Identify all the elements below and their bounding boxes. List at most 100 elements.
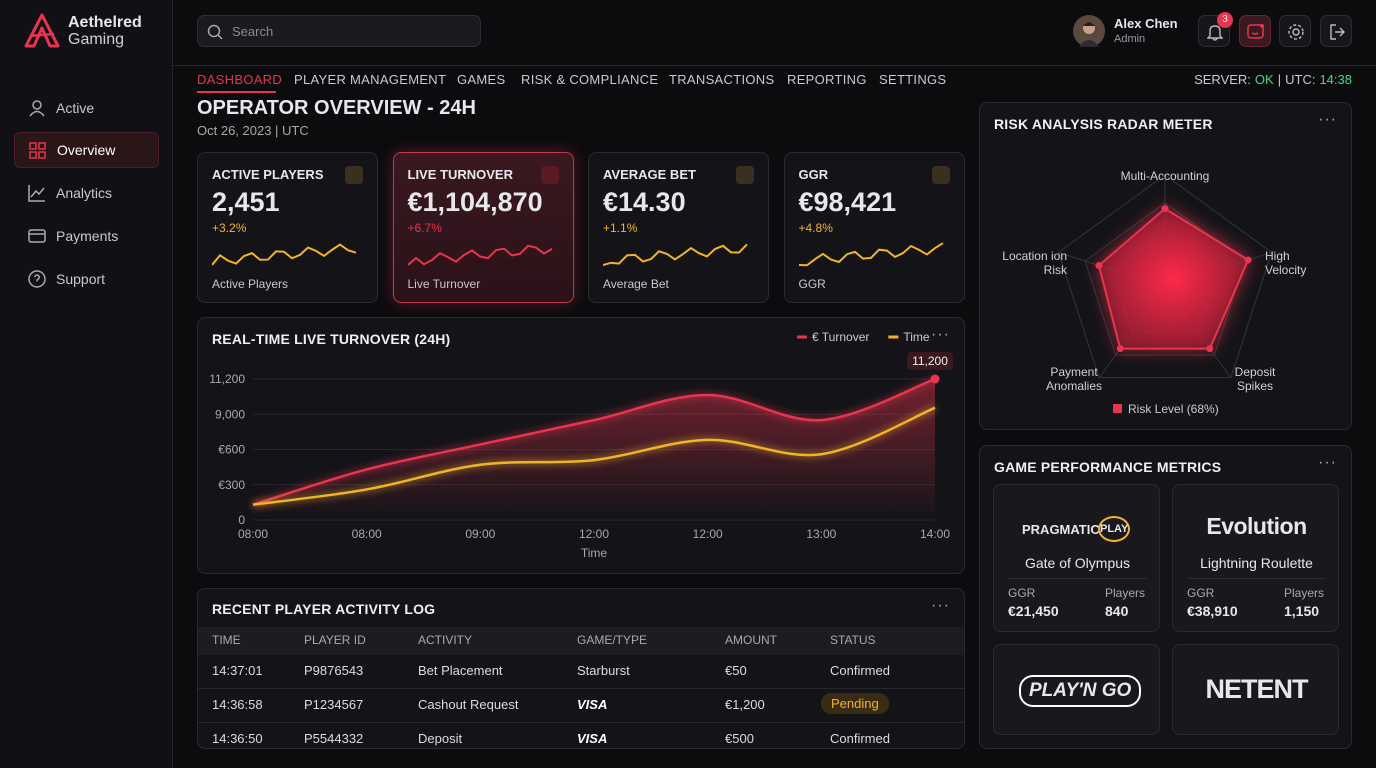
- x-tick-label: 12:00: [579, 527, 609, 541]
- ggr: €38,910: [1187, 603, 1238, 619]
- label: Analytics: [56, 185, 113, 201]
- nav-item[interactable]: DASHBOARD: [197, 72, 283, 87]
- x-tick-label: 12:00: [693, 527, 723, 541]
- legend-label: Time: [903, 330, 930, 344]
- table-header: [198, 627, 964, 655]
- divider: [173, 65, 1376, 66]
- side-active[interactable]: Active: [14, 90, 159, 126]
- nav-underline: [197, 91, 276, 93]
- menu[interactable]: ···: [1318, 111, 1337, 128]
- kpi-change: +6.7%: [407, 221, 442, 235]
- game-card[interactable]: PRAGMATIC PLAY Gate of Olympus GGR €21,4…: [993, 484, 1160, 632]
- row-divider: [198, 688, 964, 689]
- nav-item[interactable]: REPORTING: [787, 72, 867, 87]
- table-cell: Pending: [821, 693, 889, 714]
- label: Active: [56, 100, 95, 116]
- logo-text: PLAY'N GO: [1019, 675, 1142, 707]
- sparkline-path: [407, 244, 553, 266]
- kpi-icon: [345, 166, 363, 184]
- axis-label: High Velocity: [1265, 249, 1306, 277]
- series-line: [252, 377, 936, 506]
- y-tick-label: €300: [218, 478, 245, 492]
- panel-title: REAL-TIME LIVE TURNOVER (24H): [212, 331, 451, 347]
- notifications[interactable]: 3: [1198, 12, 1233, 47]
- brand-name: Aethelred: [68, 14, 142, 31]
- table-cell: P9876543: [304, 663, 364, 678]
- table-cell: VISA: [577, 731, 608, 746]
- kpi-label: Live Turnover: [407, 277, 481, 291]
- nav-item[interactable]: TRANSACTIONS: [669, 72, 775, 87]
- side-overview[interactable]: Overview: [14, 132, 159, 168]
- badge: 3: [1217, 12, 1233, 28]
- nav-item[interactable]: RISK & COMPLIANCE: [521, 72, 659, 87]
- column-header: STATUS: [830, 633, 876, 647]
- settings[interactable]: [1279, 15, 1311, 47]
- divider: [1187, 578, 1326, 579]
- legend-label: Risk Level (68%): [1128, 402, 1219, 416]
- provider: PRAGMATIC: [1022, 522, 1100, 537]
- kpi-icon: [931, 166, 950, 184]
- kpi-card: AVERAGE BET €14.30 +1.1% Average Bet: [588, 152, 769, 303]
- games-panel: GAME PERFORMANCE METRICS ··· PRAGMATIC P…: [979, 445, 1352, 749]
- alerts[interactable]: [1239, 15, 1271, 47]
- nav-item[interactable]: GAMES: [457, 72, 506, 87]
- table-cell: Cashout Request: [418, 697, 519, 712]
- avatar: [1073, 15, 1105, 47]
- menu[interactable]: ···: [931, 597, 950, 614]
- table-cell: Starburst: [577, 663, 630, 678]
- menu[interactable]: ···: [1318, 454, 1337, 471]
- legend-label: € Turnover: [812, 330, 869, 344]
- game-card[interactable]: Evolution Lightning Roulette GGR €38,910…: [1172, 484, 1339, 632]
- series-line: [252, 406, 936, 506]
- logout[interactable]: [1320, 15, 1352, 47]
- nav-item[interactable]: SETTINGS: [879, 72, 947, 87]
- user-role: Admin: [1114, 33, 1146, 45]
- row-divider: [198, 722, 964, 723]
- table-cell: P5544332: [304, 731, 364, 746]
- search-box[interactable]: Search: [197, 15, 481, 47]
- radar-point: [1116, 345, 1124, 353]
- side-payments[interactable]: Payments: [14, 218, 159, 254]
- side-analytics[interactable]: Analytics: [14, 175, 159, 211]
- table-cell: P1234567: [304, 697, 364, 712]
- label-bg: [907, 352, 953, 370]
- kpi-card: GGR €98,421 +4.8% GGR: [783, 152, 965, 303]
- x-tick-label: 08:00: [352, 527, 382, 541]
- kpi-label: GGR: [798, 277, 826, 291]
- ggr-label: GGR: [1008, 586, 1036, 600]
- kpi-title: LIVE TURNOVER: [407, 167, 513, 182]
- provider: Evolution: [1206, 513, 1307, 539]
- x-axis-label: Time: [581, 546, 608, 560]
- players-label: Players: [1284, 586, 1325, 600]
- kpi-title: AVERAGE BET: [603, 167, 696, 182]
- radar-point: [1095, 262, 1103, 270]
- provider-badge: PLAY: [1098, 516, 1130, 542]
- kpi-card: ACTIVE PLAYERS 2,451 +3.2% Active Players: [197, 152, 378, 303]
- players: 840: [1105, 603, 1129, 619]
- separator: |: [1277, 72, 1282, 87]
- menu[interactable]: ···: [931, 326, 950, 343]
- table-cell: Bet Placement: [418, 663, 503, 678]
- data-label: 11,200: [912, 354, 948, 368]
- label: Support: [56, 271, 106, 287]
- provider-logo[interactable]: NETENT: [1172, 644, 1339, 735]
- table-cell: 14:37:01: [212, 663, 263, 678]
- panel-title: RECENT PLAYER ACTIVITY LOG: [212, 601, 436, 617]
- radar-chart: Multi-Accounting High Velocity Deposit Spike…: [1002, 169, 1306, 416]
- search-placeholder: Search: [232, 24, 274, 39]
- sparkline-path: [603, 243, 748, 266]
- side-support[interactable]: Support: [14, 261, 159, 297]
- utc-value: 14:38: [1319, 72, 1352, 87]
- column-header: AMOUNT: [725, 633, 777, 647]
- nav-item[interactable]: PLAYER MANAGEMENT: [294, 72, 447, 87]
- column-header: TIME: [212, 633, 241, 647]
- ggr: €21,450: [1008, 603, 1059, 619]
- x-tick-label: 14:00: [920, 527, 950, 541]
- panel-title: RISK ANALYSIS RADAR METER: [994, 116, 1213, 132]
- table-cell: 14:36:58: [212, 697, 263, 712]
- kpi-card: LIVE TURNOVER €1,104,870 +6.7% Live Turnove…: [392, 152, 574, 303]
- user-name: Alex Chen: [1114, 16, 1178, 31]
- provider-logo[interactable]: PLAY'N GO: [993, 644, 1160, 735]
- table-cell: Deposit: [418, 731, 463, 746]
